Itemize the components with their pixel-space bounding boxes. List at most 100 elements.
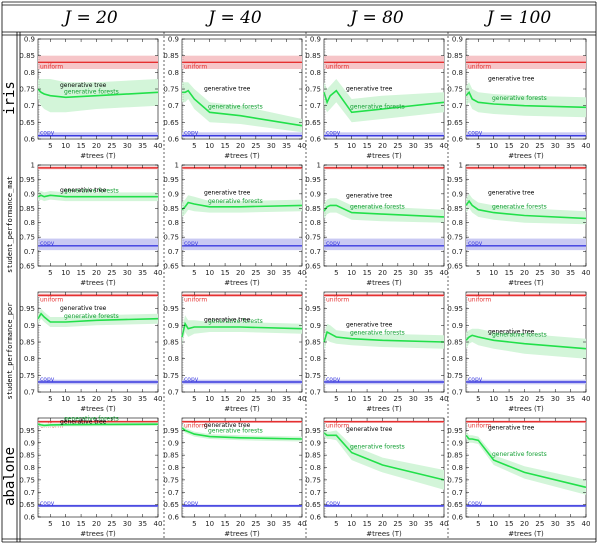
y-tick-label: 0.9 [452,36,463,44]
y-tick-label: 0.65 [19,119,35,127]
x-tick-label: 5 [192,269,196,277]
x-axis-label: #trees (T) [80,279,116,287]
x-tick-label: 40 [154,520,163,528]
copy-band [38,238,158,251]
y-tick-label: 0.8 [168,219,179,227]
row-label-abalone: abalone [2,447,18,506]
x-tick-label: 30 [551,142,560,150]
y-tick-label: 0.9 [310,439,321,447]
x-tick-label: 30 [123,269,132,277]
x-tick-label: 30 [409,269,418,277]
x-tick-label: 25 [535,269,544,277]
copy-label: copy [326,500,341,507]
x-tick-label: 25 [393,395,402,403]
y-tick-label: 0.65 [447,501,463,509]
x-tick-label: 35 [138,395,147,403]
copy-label: copy [468,130,483,137]
y-tick-label: 0.75 [163,372,179,380]
tree-label: generative tree [346,322,393,329]
uniform-label: uniform [40,63,63,70]
x-tick-label: 20 [92,142,101,150]
x-tick-label: 15 [505,395,514,403]
plot-area [37,164,159,267]
x-tick-label: 25 [251,269,260,277]
y-tick-label: 0.75 [163,476,179,484]
x-tick-label: 35 [138,269,147,277]
y-tick-label: 0.85 [447,205,463,213]
y-tick-label: 0.7 [452,102,463,110]
x-tick-label: 40 [154,395,163,403]
y-tick-label: 0.95 [447,176,463,184]
y-tick-label: 0.85 [305,52,321,60]
tree-label: generative tree [60,305,107,312]
y-tick-label: 0.65 [19,263,35,271]
copy-label: copy [40,240,55,247]
tree-label: generative tree [488,328,535,335]
y-tick-label: 0.7 [24,389,35,397]
plot-area [465,38,587,140]
x-axis-label: #trees (T) [224,530,260,538]
uniform-label: uniform [184,423,207,430]
y-tick-label: 0.75 [19,372,35,380]
y-tick-label: 0.65 [163,263,179,271]
forest-line [323,204,445,218]
x-tick-label: 40 [440,269,449,277]
copy-label: copy [40,376,55,383]
x-tick-label: 30 [409,395,418,403]
forest-label: generative forests [64,416,119,423]
forest-label: generative forests [64,188,119,195]
y-tick-label: 0.75 [305,234,321,242]
y-tick-label: 0.85 [305,452,321,460]
x-tick-label: 5 [48,520,52,528]
x-tick-label: 30 [267,520,276,528]
y-tick-label: 0.65 [163,119,179,127]
copy-label: copy [326,130,341,137]
x-tick-label: 10 [489,395,498,403]
y-tick-label: 0.75 [305,372,321,380]
x-tick-label: 20 [378,269,387,277]
x-tick-label: 15 [221,395,230,403]
x-tick-label: 15 [221,142,230,150]
x-tick-label: 20 [236,395,245,403]
y-tick-label: 0.6 [310,136,322,144]
y-tick-label: 0.95 [163,176,179,184]
column-header-2: J = 40 [205,8,262,28]
forest-line [37,423,159,427]
y-tick-label: 0.6 [168,514,180,522]
tree-label: generative tree [346,426,393,433]
x-axis-label: #trees (T) [366,152,402,160]
copy-band [38,132,158,138]
y-tick-label: 0.85 [19,339,35,347]
y-tick-label: 0.65 [305,119,321,127]
copy-label: copy [468,376,483,383]
x-tick-label: 40 [582,520,591,528]
x-tick-label: 20 [92,395,101,403]
y-tick-label: 0.8 [452,219,463,227]
x-tick-label: 20 [520,395,529,403]
tree-label: generative tree [60,187,107,194]
x-tick-label: 30 [123,520,132,528]
uniform-label: uniform [468,63,491,70]
y-tick-label: 0.65 [305,263,321,271]
forest-label: generative forests [208,103,263,110]
x-tick-label: 10 [347,269,356,277]
y-tick-label: 0.8 [452,355,463,363]
y-tick-label: 1 [31,162,35,170]
y-tick-label: 0.95 [305,305,321,313]
forest-band [182,315,302,346]
y-tick-label: 0.6 [24,136,36,144]
x-tick-label: 15 [77,269,86,277]
x-axis-label: #trees (T) [508,152,544,160]
plot-area [181,164,303,267]
y-tick-label: 0.75 [447,86,463,94]
y-tick-label: 0.65 [305,501,321,509]
y-tick-label: 0.7 [168,102,179,110]
y-tick-label: 0.85 [163,339,179,347]
x-axis-label: #trees (T) [508,530,544,538]
x-tick-label: 10 [347,395,356,403]
y-tick-label: 0.8 [310,69,321,77]
